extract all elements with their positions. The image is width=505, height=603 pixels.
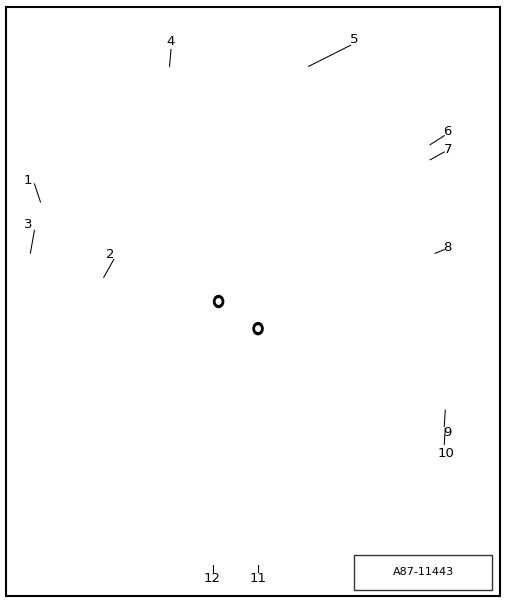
- Text: 11: 11: [249, 572, 266, 586]
- Bar: [354, 555, 491, 590]
- Text: 5: 5: [349, 33, 358, 46]
- Text: A87-11443: A87-11443: [392, 567, 452, 577]
- Text: 6: 6: [443, 125, 451, 138]
- Text: 4: 4: [167, 34, 175, 48]
- Text: 9: 9: [443, 426, 451, 440]
- Text: 7: 7: [443, 143, 451, 156]
- Text: 10: 10: [437, 447, 454, 460]
- Circle shape: [252, 323, 263, 335]
- Circle shape: [213, 295, 223, 308]
- Circle shape: [216, 298, 220, 304]
- Text: 2: 2: [106, 248, 114, 261]
- Text: 1: 1: [24, 174, 32, 188]
- Circle shape: [255, 326, 260, 332]
- Text: 3: 3: [24, 218, 32, 231]
- Text: 8: 8: [443, 241, 451, 254]
- Text: 12: 12: [204, 572, 221, 586]
